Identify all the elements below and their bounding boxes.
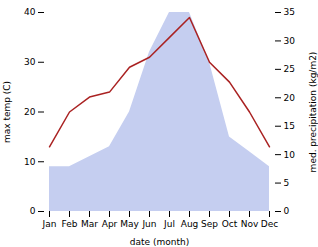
svg-text:30: 30 (284, 36, 296, 46)
svg-text:0: 0 (30, 206, 36, 216)
svg-text:Sep: Sep (201, 219, 218, 229)
svg-text:Oct: Oct (222, 219, 238, 229)
svg-text:Mar: Mar (81, 219, 98, 229)
svg-text:May: May (120, 219, 139, 229)
svg-text:Dec: Dec (261, 219, 278, 229)
svg-text:Nov: Nov (241, 219, 259, 229)
svg-text:35: 35 (284, 7, 295, 17)
svg-text:25: 25 (284, 64, 295, 74)
svg-text:Aug: Aug (181, 219, 199, 229)
svg-text:20: 20 (284, 93, 296, 103)
svg-text:10: 10 (24, 157, 36, 167)
svg-text:Apr: Apr (102, 219, 118, 229)
svg-text:Jul: Jul (163, 219, 175, 229)
svg-text:med. precipitation (kg/m2): med. precipitation (kg/m2) (308, 52, 318, 173)
svg-text:20: 20 (24, 107, 36, 117)
svg-text:date (month): date (month) (130, 237, 189, 247)
svg-text:15: 15 (284, 121, 295, 131)
svg-text:40: 40 (24, 7, 36, 17)
svg-text:30: 30 (24, 57, 36, 67)
svg-text:5: 5 (284, 178, 290, 188)
svg-text:Jun: Jun (141, 219, 156, 229)
svg-text:0: 0 (284, 206, 290, 216)
svg-text:Jan: Jan (42, 219, 57, 229)
svg-text:max temp (C): max temp (C) (2, 81, 12, 143)
svg-text:Feb: Feb (62, 219, 78, 229)
svg-text:10: 10 (284, 150, 296, 160)
